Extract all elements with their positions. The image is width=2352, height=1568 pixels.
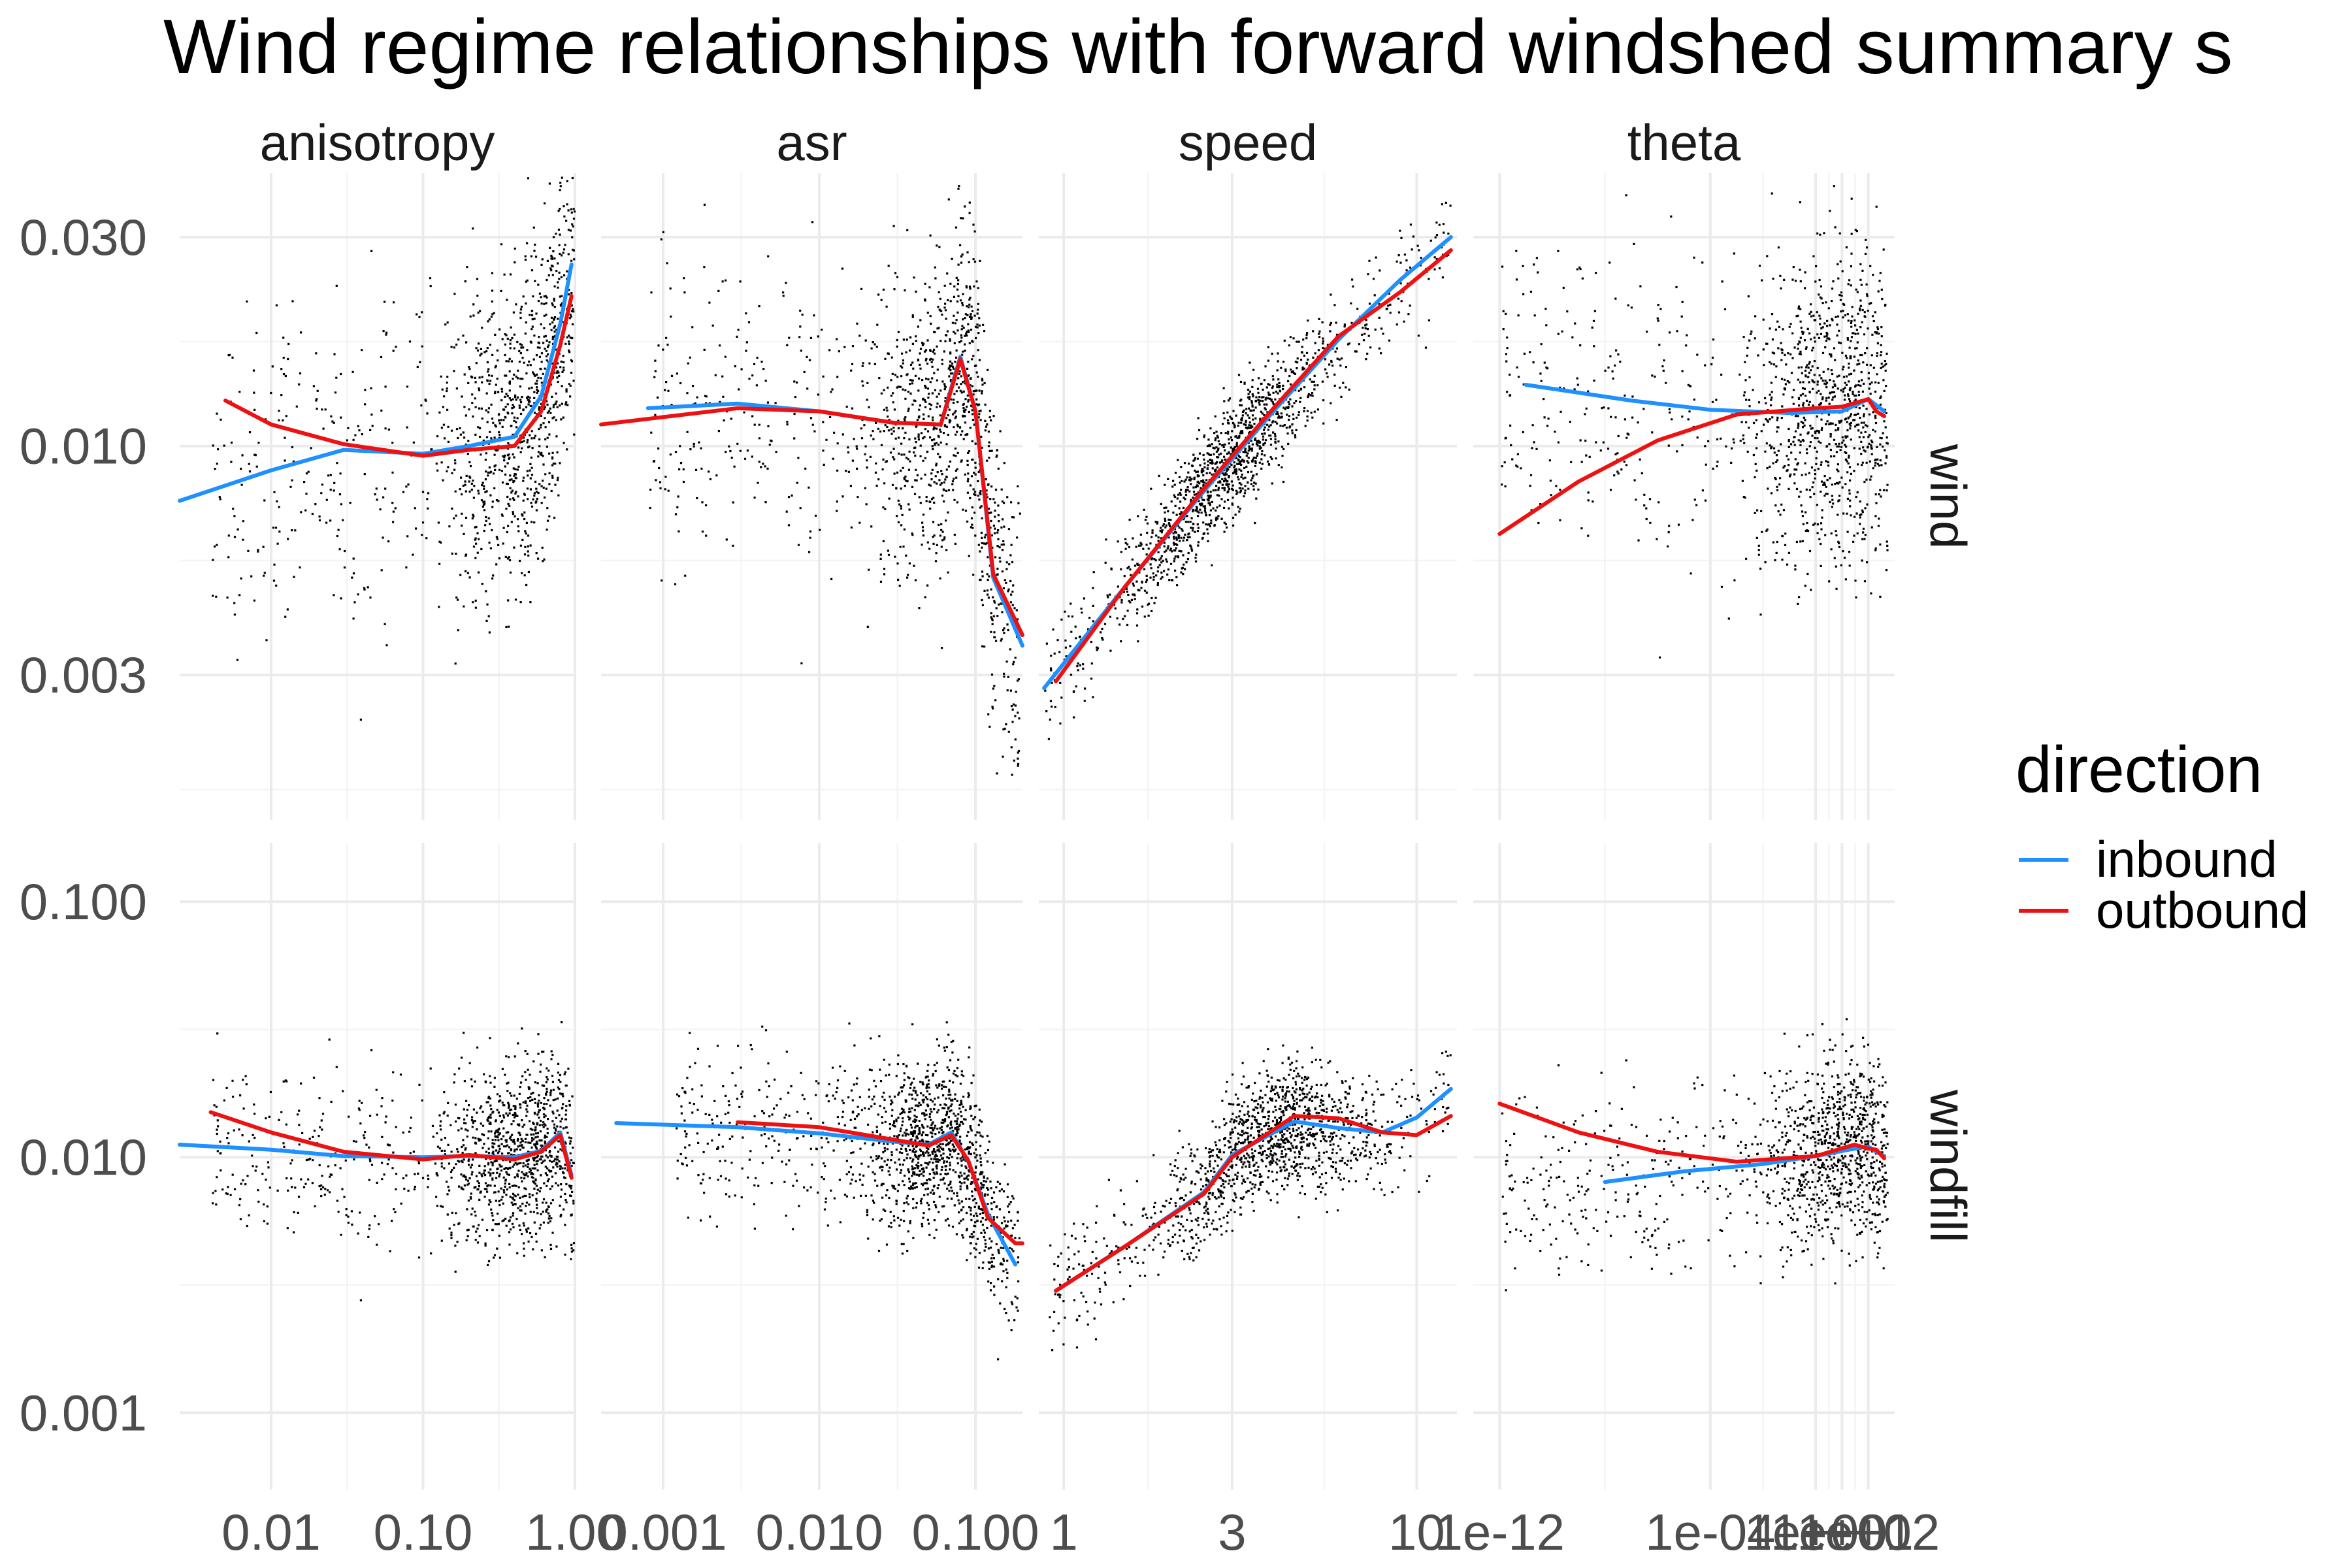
scatter-points [676, 1021, 1021, 1361]
facet-panels: anisotropy asr speed theta wind windfill 0.003… [20, 114, 1977, 1561]
x-tick-label: 0.100 [911, 1503, 1039, 1561]
x-tick-label: 0.01 [221, 1503, 321, 1561]
series-line-outbound [208, 1110, 574, 1180]
legend-title: direction [2016, 733, 2262, 806]
facet-strip-anisotropy: anisotropy [260, 114, 495, 171]
legend-label-outbound: outbound [2096, 881, 2308, 939]
facet-strip-windfill: windfill [1919, 1089, 1977, 1243]
facet-strip-theta: theta [1627, 114, 1741, 171]
x-tick-label: 1e-04 [1645, 1503, 1776, 1561]
scatter-points [212, 1021, 576, 1301]
x-tick-label: 1e+01 [1771, 1503, 1914, 1561]
panel-windfill-asr [601, 843, 1024, 1490]
series-line-inbound [1524, 383, 1886, 416]
x-tick-label: 1e-12 [1435, 1503, 1565, 1561]
facet-strip-asr: asr [776, 114, 847, 171]
series-line-outbound [599, 357, 1024, 638]
x-tick-label: 0.010 [755, 1503, 883, 1561]
x-tick-label: 10 [1388, 1503, 1445, 1561]
facet-strip-wind: wind [1919, 444, 1977, 549]
x-tick-label: 1.00 [525, 1503, 625, 1561]
y-tick-label: 0.001 [20, 1384, 147, 1441]
facet-strip-speed: speed [1179, 114, 1318, 171]
series-line-inbound [178, 262, 574, 503]
y-tick-label: 0.010 [20, 1128, 147, 1186]
panel-wind-anisotropy [178, 173, 576, 820]
y-tick-label: 0.030 [20, 208, 147, 266]
series-line-outbound [223, 294, 574, 458]
series-line-outbound [1054, 1114, 1453, 1293]
x-tick-label: 0.10 [374, 1503, 473, 1561]
x-tick-label: 3 [1218, 1503, 1246, 1561]
series-line-outbound [736, 1120, 1024, 1246]
panel-wind-speed [1039, 173, 1457, 820]
series-line-outbound [1497, 397, 1886, 536]
panel-wind-theta [1473, 173, 1895, 820]
panel-windfill-speed [1039, 843, 1457, 1490]
x-tick-label: 1e+00 [1744, 1503, 1887, 1561]
legend-label-inbound: inbound [2096, 830, 2278, 888]
y-tick-label: 0.010 [20, 417, 147, 475]
y-tick-label: 0.100 [20, 873, 147, 930]
y-tick-label: 0.003 [20, 646, 147, 704]
x-tick-label: 0.001 [599, 1503, 727, 1561]
x-tick-label: 1 [1049, 1503, 1077, 1561]
series-line-outbound [1054, 248, 1453, 683]
panel-windfill-anisotropy [178, 843, 576, 1490]
series-line-outbound [1497, 1102, 1886, 1164]
panel-wind-asr [599, 173, 1024, 820]
panel-windfill-theta [1473, 843, 1895, 1490]
x-tick-label: 1e+02 [1797, 1503, 1940, 1561]
legend: direction inbound outbound [2016, 733, 2308, 939]
chart-title: Wind regime relationships with forward w… [163, 4, 2233, 90]
